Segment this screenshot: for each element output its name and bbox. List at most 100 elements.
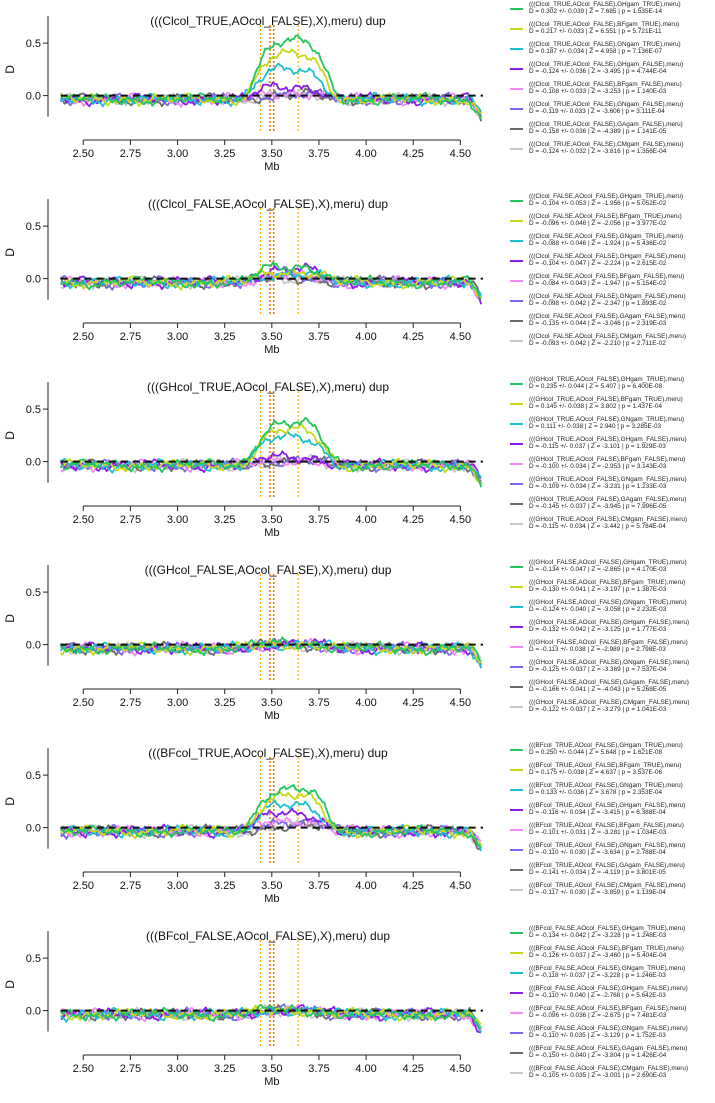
legend-series-name: (((GHcol_FALSE,AOcol_FALSE),GHgam_TRUE),… — [529, 559, 687, 566]
legend-series-stats: D = -0.096 +/- 0.036 | Z = -2.675 | p = … — [529, 1012, 667, 1019]
chart-panel: (((Clcol_TRUE,AOcol_FALSE),X),meru) dup 0… — [3, 1, 683, 173]
x-tick-label: 2.50 — [73, 697, 94, 709]
legend-series-name: (((GHcol_FALSE,AOcol_FALSE),GHgam_FALSE)… — [529, 619, 689, 626]
x-tick-label: 4.25 — [403, 148, 424, 160]
legend-series-stats: D = -0.115 +/- 0.037 | Z = -3.101 | p = … — [529, 443, 666, 450]
legend-series-stats: D = -0.141 +/- 0.034 | Z = -4.119 | p = … — [529, 869, 666, 876]
x-axis-label: Mb — [264, 1076, 279, 1088]
x-tick-label: 3.50 — [261, 331, 282, 343]
legend-series-name: (((Clcol_TRUE,AOcol_FALSE),GHgam_TRUE),m… — [529, 1, 681, 8]
x-axis-label: Mb — [264, 893, 279, 905]
legend-series-name: (((BFcol_FALSE,AOcol_FALSE),GHgam_TRUE),… — [529, 925, 685, 932]
chart-panel: (((BFcol_FALSE,AOcol_FALSE),X),meru) dup… — [3, 925, 688, 1088]
legend-series-stats: D = 0.145 +/- 0.038 | Z = 3.802 | p = 1.… — [529, 403, 662, 410]
x-tick-label: 3.25 — [214, 148, 235, 160]
legend-series-name: (((GHcol_FALSE,AOcol_FALSE),BFgam_FALSE)… — [529, 639, 688, 646]
x-tick-label: 4.00 — [355, 697, 376, 709]
y-tick-label: 0.0 — [26, 1006, 41, 1018]
x-tick-label: 4.00 — [355, 148, 376, 160]
x-tick-label: 2.75 — [120, 1063, 141, 1075]
x-tick-label: 3.00 — [167, 148, 188, 160]
y-tick-label: 0.5 — [26, 404, 41, 416]
legend-series-stats: D = -0.109 +/- 0.034 | Z = -3.231 | p = … — [529, 483, 667, 490]
x-tick-label: 2.75 — [120, 331, 141, 343]
x-tick-label: 4.00 — [355, 1063, 376, 1075]
x-tick-label: 3.50 — [261, 1063, 282, 1075]
chart-panel: (((GHcol_TRUE,AOcol_FALSE),X),meru) dup 0… — [3, 376, 687, 539]
legend-series-name: (((GHcol_TRUE,AOcol_FALSE),CMgam_FALSE),… — [529, 516, 687, 523]
legend-series-stats: D = -0.100 +/- 0.034 | Z = -2.953 | p = … — [529, 463, 667, 470]
legend-series-stats: D = -0.084 +/- 0.043 | Z = -1.947 | p = … — [529, 280, 667, 287]
legend-series-name: (((Clcol_TRUE,AOcol_FALSE),GNgam_FALSE),… — [529, 101, 683, 108]
legend-series-stats: D = -0.118 +/- 0.037 | Z = -3.228 | p = … — [529, 972, 666, 979]
x-tick-label: 3.00 — [167, 1063, 188, 1075]
x-tick-label: 2.75 — [120, 148, 141, 160]
x-tick-label: 3.00 — [167, 880, 188, 892]
x-tick-label: 3.50 — [261, 880, 282, 892]
legend-series-stats: D = 0.250 +/- 0.044 | Z = 5.648 | p = 1.… — [529, 749, 662, 756]
legend-series-name: (((BFcol_TRUE,AOcol_FALSE),GNgam_TRUE),m… — [529, 782, 683, 789]
legend-series-stats: D = -0.166 +/- 0.041 | Z = -4.043 | p = … — [529, 686, 667, 693]
legend-series-stats: D = -0.110 +/- 0.035 | Z = -3.129 | p = … — [529, 1032, 666, 1039]
series-line — [60, 790, 482, 848]
legend-series-stats: D = -0.124 +/- 0.036 | Z = -3.495 | p = … — [529, 68, 667, 75]
x-tick-label: 2.50 — [73, 148, 94, 160]
legend-series-name: (((BFcol_FALSE,AOcol_FALSE),BFgam_TRUE),… — [529, 945, 684, 952]
legend-series-name: (((BFcol_TRUE,AOcol_FALSE),GHgam_FALSE),… — [529, 802, 685, 809]
series-line — [60, 422, 482, 484]
legend-series-name: (((BFcol_TRUE,AOcol_FALSE),GHgam_TRUE),m… — [529, 742, 683, 749]
legend-series-stats: D = -0.096 +/- 0.046 | Z = -2.056 | p = … — [529, 220, 667, 227]
legend-series-name: (((BFcol_FALSE,AOcol_FALSE),GHgam_FALSE)… — [529, 985, 688, 992]
legend-series-stats: D = -0.110 +/- 0.040 | Z = -2.768 | p = … — [529, 992, 666, 999]
legend-series-name: (((GHcol_TRUE,AOcol_FALSE),BFgam_FALSE),… — [529, 456, 685, 463]
x-tick-label: 2.50 — [73, 1063, 94, 1075]
x-tick-label: 4.50 — [450, 331, 471, 343]
legend-series-name: (((Clcol_TRUE,AOcol_FALSE),BFgam_FALSE),… — [529, 81, 682, 88]
legend-series-name: (((Clcol_TRUE,AOcol_FALSE),GHgam_FALSE),… — [529, 61, 683, 68]
x-tick-label: 4.25 — [403, 880, 424, 892]
legend-series-stats: D = -0.116 +/- 0.034 | Z = -3.415 | p = … — [529, 809, 666, 816]
x-tick-label: 3.00 — [167, 331, 188, 343]
y-axis-label: D — [3, 431, 17, 440]
legend-series-name: (((GHcol_TRUE,AOcol_FALSE),GHgam_TRUE),m… — [529, 376, 684, 383]
chart-title: (((GHcol_TRUE,AOcol_FALSE),X),meru) dup — [147, 380, 389, 394]
x-tick-label: 3.75 — [308, 331, 329, 343]
legend-series-stats: D = -0.150 +/- 0.040 | Z = -3.804 | p = … — [529, 1052, 667, 1059]
x-tick-label: 3.25 — [214, 697, 235, 709]
x-tick-label: 4.00 — [355, 880, 376, 892]
x-tick-label: 4.25 — [403, 1063, 424, 1075]
legend-series-name: (((GHcol_FALSE,AOcol_FALSE),GNgam_TRUE),… — [529, 599, 687, 606]
legend-series-name: (((GHcol_TRUE,AOcol_FALSE),GNgam_TRUE),m… — [529, 416, 684, 423]
legend-series-stats: D = -0.101 +/- 0.031 | Z = -3.281 | p = … — [529, 829, 667, 836]
legend-series-stats: D = -0.134 +/- 0.042 | Z = -3.228 | p = … — [529, 932, 667, 939]
y-tick-label: 0.0 — [26, 274, 41, 286]
legend-series-name: (((Clcol_TRUE,AOcol_FALSE),GNgam_TRUE),m… — [529, 41, 681, 48]
legend-series-name: (((BFcol_FALSE,AOcol_FALSE),BFgam_FALSE)… — [529, 1005, 686, 1012]
x-tick-label: 2.50 — [73, 880, 94, 892]
legend-series-name: (((BFcol_FALSE,AOcol_FALSE),GNgam_TRUE),… — [529, 965, 685, 972]
legend-series-stats: D = 0.175 +/- 0.038 | Z = 4.637 | p = 3.… — [529, 769, 662, 776]
legend-series-stats: D = -0.104 +/- 0.047 | Z = -2.224 | p = … — [529, 260, 667, 267]
legend-series-stats: D = -0.158 +/- 0.036 | Z = -4.389 | p = … — [529, 128, 667, 135]
legend-series-stats: D = 0.133 +/- 0.036 | Z = 3.678 | p = 2.… — [529, 789, 662, 796]
x-tick-label: 3.75 — [308, 697, 329, 709]
x-tick-label: 4.50 — [450, 514, 471, 526]
y-tick-label: 0.5 — [26, 770, 41, 782]
legend-series-stats: D = 0.302 +/- 0.039 | Z = 7.685 | p = 1.… — [529, 8, 662, 15]
legend-series-name: (((GHcol_TRUE,AOcol_FALSE),BFgam_TRUE),m… — [529, 396, 683, 403]
x-tick-label: 4.25 — [403, 697, 424, 709]
x-axis-label: Mb — [264, 710, 279, 722]
y-axis-label: D — [3, 248, 17, 257]
series-line — [59, 34, 482, 120]
legend-series-name: (((Clcol_FALSE,AOcol_FALSE),GNgam_TRUE),… — [529, 233, 683, 240]
y-tick-label: 0.0 — [26, 823, 41, 835]
y-tick-label: 0.0 — [26, 640, 41, 652]
series-line — [60, 431, 482, 479]
legend-series-stats: D = -0.125 +/- 0.037 | Z = -3.369 | p = … — [529, 666, 667, 673]
x-tick-label: 3.25 — [214, 1063, 235, 1075]
x-tick-label: 2.50 — [73, 331, 94, 343]
legend-series-stats: D = -0.124 +/- 0.040 | Z = -3.058 | p = … — [529, 606, 667, 613]
legend-series-name: (((GHcol_TRUE,AOcol_FALSE),GAgam_FALSE),… — [529, 496, 686, 503]
y-tick-label: 0.5 — [26, 38, 41, 50]
chart-panel: (((BFcol_TRUE,AOcol_FALSE),X),meru) dup 0… — [3, 742, 686, 905]
